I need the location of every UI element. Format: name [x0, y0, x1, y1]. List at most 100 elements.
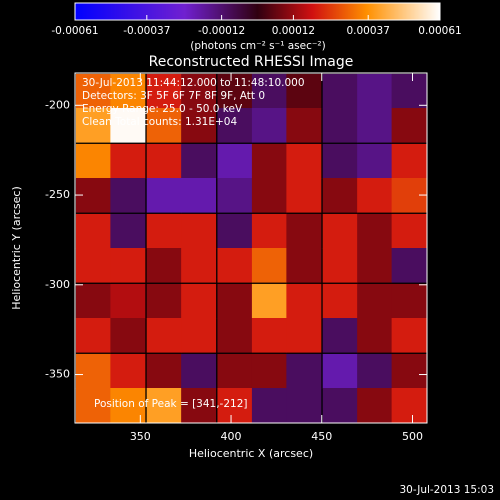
heatmap	[75, 73, 427, 423]
heatmap-cell	[181, 213, 217, 249]
heatmap-cell	[251, 318, 287, 353]
heatmap-cell	[110, 213, 146, 249]
y-axis-label: Heliocentric Y (arcsec)	[10, 186, 23, 310]
x-tick-label: 500	[402, 430, 423, 443]
y-tick-label: -350	[45, 368, 70, 381]
heatmap-cell	[391, 143, 427, 179]
heatmap-cell	[322, 178, 358, 213]
y-tick-label: -250	[45, 188, 70, 201]
timestamp: 30-Jul-2013 15:03	[399, 484, 494, 496]
colorbar-label: (photons cm⁻² s⁻¹ asec⁻²)	[190, 40, 325, 52]
heatmap-cell	[181, 73, 217, 109]
colorbar-tick-label: 0.00061	[418, 25, 461, 37]
annotation: 30-Jul-2013 11:44:12.000 to 11:48:10.000	[82, 77, 305, 89]
heatmap-cell	[357, 178, 393, 213]
heatmap-cell	[217, 248, 253, 283]
heatmap-cell	[181, 178, 217, 213]
x-tick-label: 450	[311, 430, 332, 443]
y-tick-label: -300	[45, 278, 70, 291]
heatmap-cell	[251, 143, 287, 179]
heatmap-cell	[110, 178, 146, 213]
heatmap-cell	[146, 248, 182, 283]
heatmap-cell	[110, 283, 146, 319]
heatmap-cell	[217, 353, 253, 389]
heatmap-cell	[75, 318, 111, 353]
heatmap-cell	[391, 353, 427, 389]
heatmap-cell	[110, 73, 146, 109]
heatmap-cell	[286, 283, 322, 319]
heatmap-cell	[322, 353, 358, 389]
heatmap-cell	[322, 283, 358, 319]
heatmap-cell	[217, 73, 253, 109]
colorbar-tick-label: -0.00061	[51, 25, 98, 37]
heatmap-cell	[391, 213, 427, 249]
heatmap-cell	[357, 353, 393, 389]
heatmap-cell	[146, 178, 182, 213]
heatmap-cell	[181, 283, 217, 319]
annotation: Detectors: 3F 5F 6F 7F 8F 9F, Att 0	[82, 90, 265, 102]
heatmap-cell	[75, 73, 111, 109]
heatmap-cell	[75, 283, 111, 319]
heatmap-cell	[75, 388, 111, 423]
heatmap-cell	[322, 318, 358, 353]
heatmap-cell	[391, 108, 427, 143]
heatmap-cell	[146, 353, 182, 389]
heatmap-cell	[75, 108, 111, 143]
colorbar-tick-label: -0.00037	[123, 25, 170, 37]
heatmap-cell	[217, 108, 253, 143]
heatmap-cell	[322, 388, 358, 423]
heatmap-cell	[357, 283, 393, 319]
heatmap-cell	[251, 73, 287, 109]
heatmap-cell	[357, 143, 393, 179]
heatmap-cell	[251, 388, 287, 423]
heatmap-cell	[322, 143, 358, 179]
heatmap-cell	[357, 73, 393, 109]
colorbar-tick-label: -0.00012	[198, 25, 245, 37]
colorbar	[74, 2, 441, 21]
heatmap-cell	[75, 143, 111, 179]
heatmap-cell	[146, 318, 182, 353]
heatmap-cell	[217, 213, 253, 249]
heatmap-cell	[322, 108, 358, 143]
heatmap-cell	[286, 108, 322, 143]
x-axis-label: Heliocentric X (arcsec)	[189, 447, 313, 460]
heatmap-cell	[286, 353, 322, 389]
heatmap-cell	[181, 318, 217, 353]
x-tick-label: 350	[130, 430, 151, 443]
heatmap-cell	[286, 73, 322, 109]
heatmap-cell	[322, 73, 358, 109]
heatmap-cell	[251, 248, 287, 283]
heatmap-cell	[251, 213, 287, 249]
heatmap-cell	[181, 248, 217, 283]
heatmap-cell	[357, 388, 393, 423]
heatmap-cell	[391, 73, 427, 109]
heatmap-cell	[391, 318, 427, 353]
annotation: Clean Total counts: 1.31E+04	[82, 116, 237, 128]
chart-title: Reconstructed RHESSI Image	[149, 54, 354, 70]
x-tick-label: 400	[221, 430, 242, 443]
heatmap-cell	[286, 388, 322, 423]
heatmap-cell	[110, 388, 146, 423]
heatmap-cell	[357, 318, 393, 353]
heatmap-cell	[322, 248, 358, 283]
heatmap-cell	[146, 213, 182, 249]
heatmap-cell	[217, 283, 253, 319]
heatmap-cell	[286, 213, 322, 249]
heatmap-cell	[110, 108, 146, 143]
heatmap-cell	[110, 143, 146, 179]
heatmap-cell	[75, 353, 111, 389]
heatmap-cell	[391, 248, 427, 283]
heatmap-cell	[146, 143, 182, 179]
heatmap-cell	[110, 353, 146, 389]
heatmap-cell	[322, 213, 358, 249]
heatmap-cell	[391, 283, 427, 319]
heatmap-cell	[286, 318, 322, 353]
heatmap-cell	[286, 178, 322, 213]
heatmap-cell	[217, 388, 253, 423]
y-tick-label: -200	[45, 98, 70, 111]
heatmap-cell	[391, 388, 427, 423]
heatmap-cell	[146, 108, 182, 143]
heatmap-cell	[286, 143, 322, 179]
heatmap-cell	[146, 283, 182, 319]
